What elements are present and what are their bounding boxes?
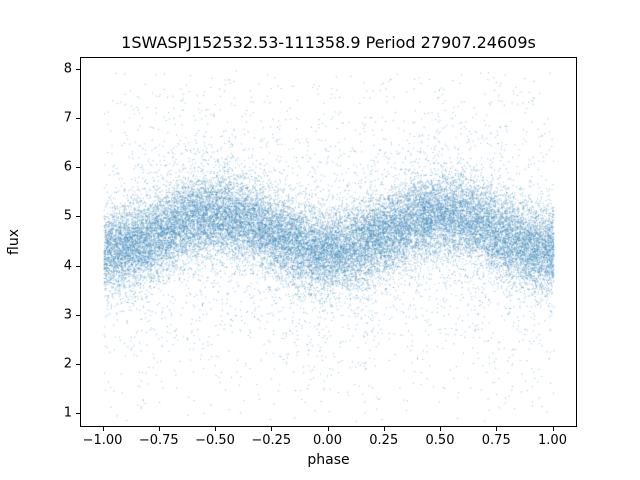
y-tick-label: 5 bbox=[63, 208, 72, 224]
plot-area bbox=[80, 57, 577, 427]
y-tick-mark bbox=[76, 363, 80, 365]
x-tick-label: 0.75 bbox=[481, 433, 511, 448]
y-tick-mark bbox=[76, 265, 80, 267]
x-tick-label: −0.75 bbox=[138, 433, 179, 448]
x-tick-label: 0.25 bbox=[369, 433, 399, 448]
y-tick-mark bbox=[76, 167, 80, 169]
x-tick-label: 0.50 bbox=[425, 433, 455, 448]
y-tick-mark bbox=[76, 118, 80, 120]
x-tick-mark bbox=[383, 427, 385, 431]
scatter-points-canvas bbox=[81, 58, 576, 426]
x-tick-mark bbox=[552, 427, 554, 431]
x-axis-label: phase bbox=[307, 452, 350, 468]
y-tick-label: 4 bbox=[63, 258, 72, 274]
y-tick-label: 2 bbox=[63, 356, 72, 372]
x-tick-label: −0.25 bbox=[251, 433, 292, 448]
y-tick-label: 8 bbox=[63, 61, 72, 77]
x-tick-mark bbox=[102, 427, 104, 431]
y-axis-label: flux bbox=[6, 229, 22, 255]
x-tick-mark bbox=[215, 427, 216, 431]
y-tick-mark bbox=[76, 412, 80, 414]
y-tick-mark bbox=[76, 216, 80, 218]
y-tick-mark bbox=[76, 314, 80, 316]
x-tick-label: 1.00 bbox=[538, 433, 567, 448]
x-tick-label: −1.00 bbox=[82, 433, 123, 448]
x-tick-label: 0.00 bbox=[313, 433, 342, 448]
x-tick-mark bbox=[496, 427, 498, 431]
x-tick-mark bbox=[158, 427, 160, 431]
x-tick-mark bbox=[271, 427, 273, 431]
y-tick-label: 1 bbox=[63, 405, 72, 421]
y-tick-label: 3 bbox=[63, 307, 72, 323]
y-tick-label: 6 bbox=[63, 159, 72, 175]
y-tick-mark bbox=[76, 69, 80, 71]
x-tick-mark bbox=[440, 427, 441, 431]
chart-title: 1SWASPJ152532.53-111358.9 Period 27907.2… bbox=[121, 33, 536, 52]
x-tick-mark bbox=[327, 427, 329, 431]
y-tick-label: 7 bbox=[63, 110, 72, 126]
x-tick-label: −0.50 bbox=[195, 433, 235, 448]
